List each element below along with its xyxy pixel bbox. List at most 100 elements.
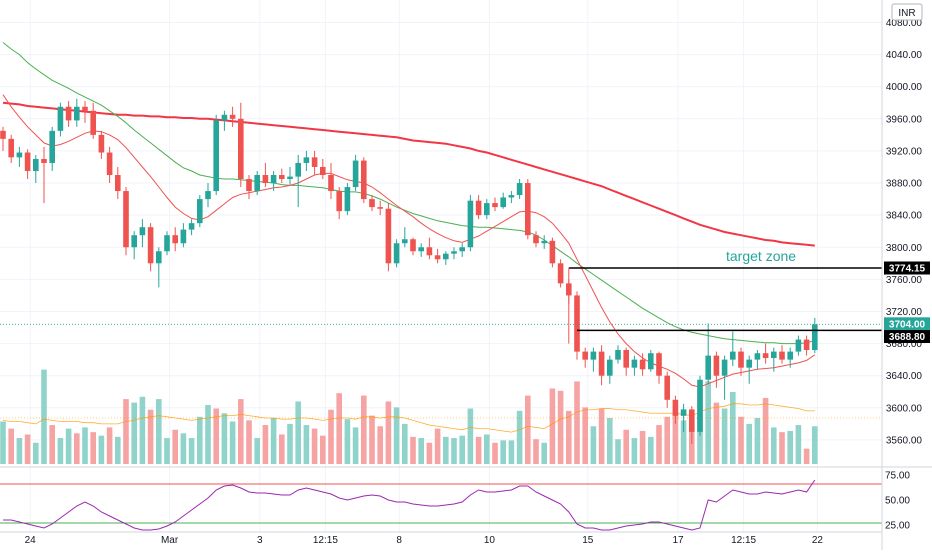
volume-bar <box>254 438 260 464</box>
price-tick-label: 3720.00 <box>886 307 923 318</box>
volume-bar <box>197 417 203 464</box>
volume-bar <box>566 411 572 464</box>
price-tick-label: 3600.00 <box>886 403 923 414</box>
candle-body <box>541 241 547 243</box>
candle-body <box>377 207 383 209</box>
candle-body <box>33 159 39 171</box>
volume-bar <box>222 413 228 464</box>
candle-body <box>476 201 482 215</box>
volume-bar <box>443 437 449 464</box>
time-tick-label: 17 <box>672 535 684 546</box>
candle-body <box>640 360 646 370</box>
candle-body <box>443 254 449 260</box>
price-tick-label: 4000.00 <box>886 82 923 93</box>
candle-body <box>410 239 416 251</box>
candle-body <box>746 360 752 368</box>
candle-body <box>459 247 465 251</box>
candle-body <box>607 360 613 376</box>
volume-bar <box>533 439 539 464</box>
candle-body <box>648 353 654 369</box>
volume-bar <box>484 435 490 465</box>
candle-body <box>25 153 31 171</box>
volume-bar <box>509 440 515 464</box>
time-tick-label: 3 <box>257 535 263 546</box>
rsi-tick-label: 25.00 <box>885 521 910 532</box>
volume-bar <box>796 425 802 464</box>
candle-body <box>451 251 457 253</box>
volume-bar <box>279 435 285 465</box>
candle-body <box>353 161 359 187</box>
level-price-value: 3774.15 <box>889 264 926 275</box>
volume-bar <box>246 420 252 464</box>
currency-label: INR <box>898 8 915 19</box>
candle-body <box>656 353 662 375</box>
candle-body <box>156 251 162 263</box>
volume-bar <box>369 416 375 464</box>
candle-body <box>427 247 433 255</box>
candle-body <box>131 235 137 247</box>
volume-bar <box>99 436 105 464</box>
candle-body <box>287 177 293 179</box>
candle-body <box>90 111 96 135</box>
candle-body <box>320 167 326 175</box>
candle-body <box>205 191 211 199</box>
volume-bar <box>115 437 121 464</box>
volume-bar <box>410 437 416 464</box>
volume-bar <box>304 425 310 464</box>
price-tick-label: 3640.00 <box>886 371 923 382</box>
volume-bar <box>418 438 424 464</box>
volume-bar <box>181 433 187 464</box>
candle-body <box>484 203 490 215</box>
volume-bar <box>632 438 638 464</box>
volume-bar <box>705 381 711 464</box>
volume-bar <box>599 409 605 464</box>
candle-body <box>632 360 638 368</box>
rsi-tick-label: 75.00 <box>885 471 910 482</box>
volume-bar <box>714 403 720 464</box>
volume-bar <box>607 418 613 464</box>
volume-bar <box>476 437 482 464</box>
candle-body <box>140 227 146 235</box>
last-price-value: 3704.00 <box>889 319 926 330</box>
volume-bar <box>377 426 383 464</box>
level-price-value: 3688.80 <box>889 332 926 343</box>
candle-body <box>664 376 670 400</box>
candle-body <box>402 239 408 243</box>
volume-bar <box>164 438 170 464</box>
candle-body <box>386 209 392 264</box>
candle-body <box>123 191 129 247</box>
candle-body <box>730 352 736 360</box>
candle-body <box>722 360 728 376</box>
volume-bar <box>107 427 113 464</box>
candle-body <box>230 115 236 119</box>
candle-body <box>172 235 178 243</box>
volume-bar <box>804 449 810 464</box>
volume-bar <box>8 429 14 464</box>
candle-body <box>254 175 260 191</box>
candle-body <box>763 353 769 358</box>
price-tick-label: 3920.00 <box>886 146 923 157</box>
volume-bar <box>738 417 744 464</box>
volume-bar <box>271 418 277 464</box>
candle-body <box>295 163 301 177</box>
candle-body <box>164 235 170 251</box>
volume-bar <box>230 422 236 464</box>
candle-body <box>779 352 785 360</box>
candle-body <box>492 203 498 207</box>
candle-body <box>361 161 367 200</box>
volume-bar <box>648 437 654 464</box>
volume-bar <box>787 431 793 464</box>
volume-bar <box>591 426 597 464</box>
volume-bar <box>345 419 351 464</box>
volume-bar <box>131 403 137 464</box>
time-tick-label: 8 <box>396 535 402 546</box>
candle-body <box>705 356 711 380</box>
candle-body <box>238 119 244 179</box>
volume-bar <box>320 436 326 464</box>
candle-body <box>345 187 351 211</box>
time-tick-label: 12:15 <box>313 535 338 546</box>
volume-bar <box>205 405 211 464</box>
volume-bar <box>615 439 621 464</box>
candle-body <box>517 183 523 195</box>
